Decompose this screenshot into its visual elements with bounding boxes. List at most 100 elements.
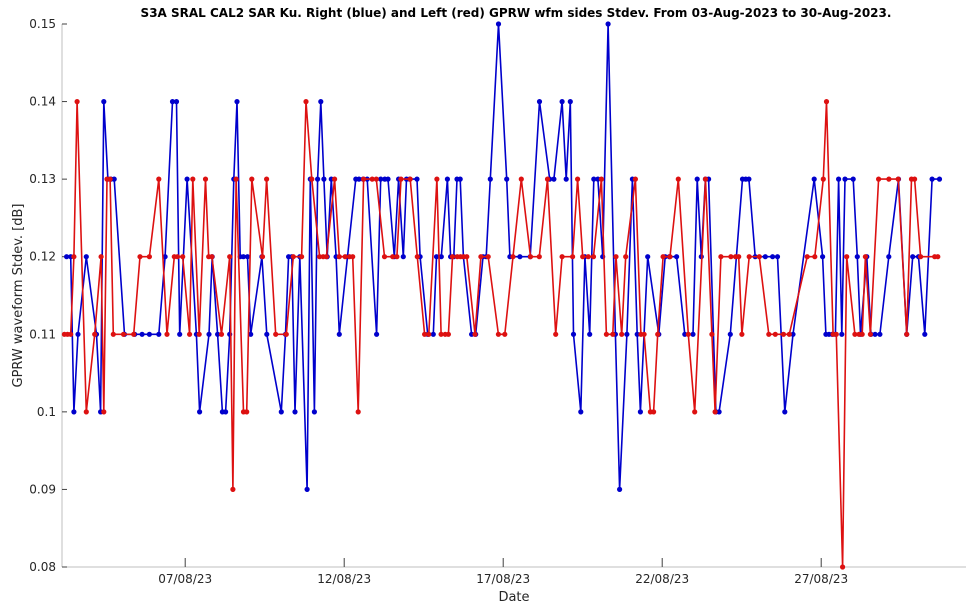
y-tick-label: 0.08 — [29, 560, 56, 574]
data-point-left — [244, 409, 250, 415]
data-point-left — [414, 254, 420, 260]
data-point-left — [187, 331, 193, 337]
x-ticks: 07/08/23 12/08/23 17/08/23 22/08/23 27/08/23 — [158, 558, 848, 586]
data-point-left — [728, 254, 734, 260]
data-point-left — [273, 331, 279, 337]
data-point-right — [578, 409, 584, 415]
data-point-left — [174, 254, 181, 260]
data-point-right — [278, 409, 284, 415]
data-point-right — [690, 331, 696, 337]
data-point-left — [756, 254, 762, 260]
data-point-right — [727, 331, 733, 337]
data-point-left — [709, 331, 715, 337]
data-point-left — [263, 176, 270, 182]
data-point-left — [823, 99, 830, 105]
data-point-left — [590, 254, 597, 260]
data-point-right — [563, 176, 569, 182]
data-point-left — [398, 176, 404, 182]
data-point-left — [120, 331, 127, 337]
data-point-left — [233, 176, 239, 182]
data-point-right — [311, 409, 317, 415]
data-point-right — [321, 176, 327, 182]
data-point-left — [603, 331, 610, 337]
data-point-right — [842, 176, 848, 182]
data-point-left — [632, 176, 639, 182]
data-point-right — [835, 176, 842, 182]
data-point-left — [445, 331, 451, 337]
data-point-right — [886, 254, 892, 260]
data-point-left — [786, 331, 792, 337]
y-tick-label: 0.1 — [37, 405, 56, 419]
data-point-left — [464, 254, 470, 260]
data-point-left — [407, 176, 413, 182]
data-point-right — [75, 331, 81, 337]
axes — [61, 24, 966, 568]
data-point-right — [433, 254, 440, 260]
data-point-left — [131, 331, 137, 337]
data-point-left — [478, 254, 484, 260]
data-point-left — [655, 331, 661, 337]
data-point-left — [98, 254, 104, 260]
data-point-right — [551, 176, 557, 182]
data-point-right — [304, 486, 310, 492]
data-point-right — [318, 99, 324, 105]
data-point-right — [811, 176, 817, 182]
data-point-right — [854, 254, 860, 260]
data-point-left — [702, 176, 709, 182]
data-point-left — [736, 254, 742, 260]
data-point-right — [872, 331, 878, 337]
data-point-left — [202, 176, 209, 182]
data-point-right — [637, 409, 644, 415]
data-point-left — [283, 331, 289, 337]
y-tick-label: 0.12 — [29, 250, 56, 264]
data-point-right — [156, 331, 162, 337]
data-point-right — [624, 331, 630, 337]
data-point-left — [101, 409, 107, 415]
data-point-left — [323, 254, 329, 260]
data-point-left — [862, 254, 869, 260]
data-point-left — [718, 254, 724, 260]
data-point-left — [650, 409, 657, 415]
y-tick-label: 0.11 — [29, 327, 56, 341]
data-point-left — [527, 254, 534, 260]
data-point-left — [536, 254, 542, 260]
series-layer — [61, 21, 943, 570]
data-point-left — [917, 254, 924, 260]
data-point-right — [559, 99, 565, 105]
data-point-right — [746, 176, 752, 182]
data-point-left — [875, 176, 882, 182]
data-point-left — [350, 254, 356, 260]
data-point-left — [598, 176, 605, 182]
data-point-right — [850, 176, 856, 182]
data-point-right — [782, 409, 788, 415]
data-point-left — [804, 254, 810, 260]
data-point-left — [373, 176, 379, 182]
data-point-right — [495, 21, 502, 27]
data-point-left — [290, 254, 296, 260]
chart-title: S3A SRAL CAL2 SAR Ku. Right (blue) and L… — [141, 6, 892, 20]
data-point-right — [244, 254, 251, 260]
data-point-left — [209, 254, 215, 260]
data-point-right — [173, 99, 180, 105]
data-point-left — [390, 254, 396, 260]
data-point-left — [218, 331, 225, 337]
data-point-left — [196, 331, 202, 337]
data-point-right — [536, 99, 543, 105]
data-point-left — [820, 176, 826, 182]
data-point-left — [518, 176, 524, 182]
data-point-left — [685, 331, 691, 337]
data-point-left — [68, 331, 74, 337]
x-tick-label: 27/08/23 — [794, 572, 848, 586]
data-point-right — [769, 254, 776, 260]
data-point-left — [553, 331, 559, 337]
data-point-right — [819, 254, 826, 260]
data-point-left — [780, 331, 787, 337]
data-point-right — [177, 331, 183, 337]
data-point-right — [314, 176, 321, 182]
data-point-left — [230, 486, 236, 492]
data-point-left — [692, 409, 698, 415]
data-point-right — [430, 331, 436, 337]
y-tick-label: 0.14 — [29, 95, 56, 109]
data-point-left — [449, 254, 456, 260]
data-point-left — [675, 176, 681, 182]
